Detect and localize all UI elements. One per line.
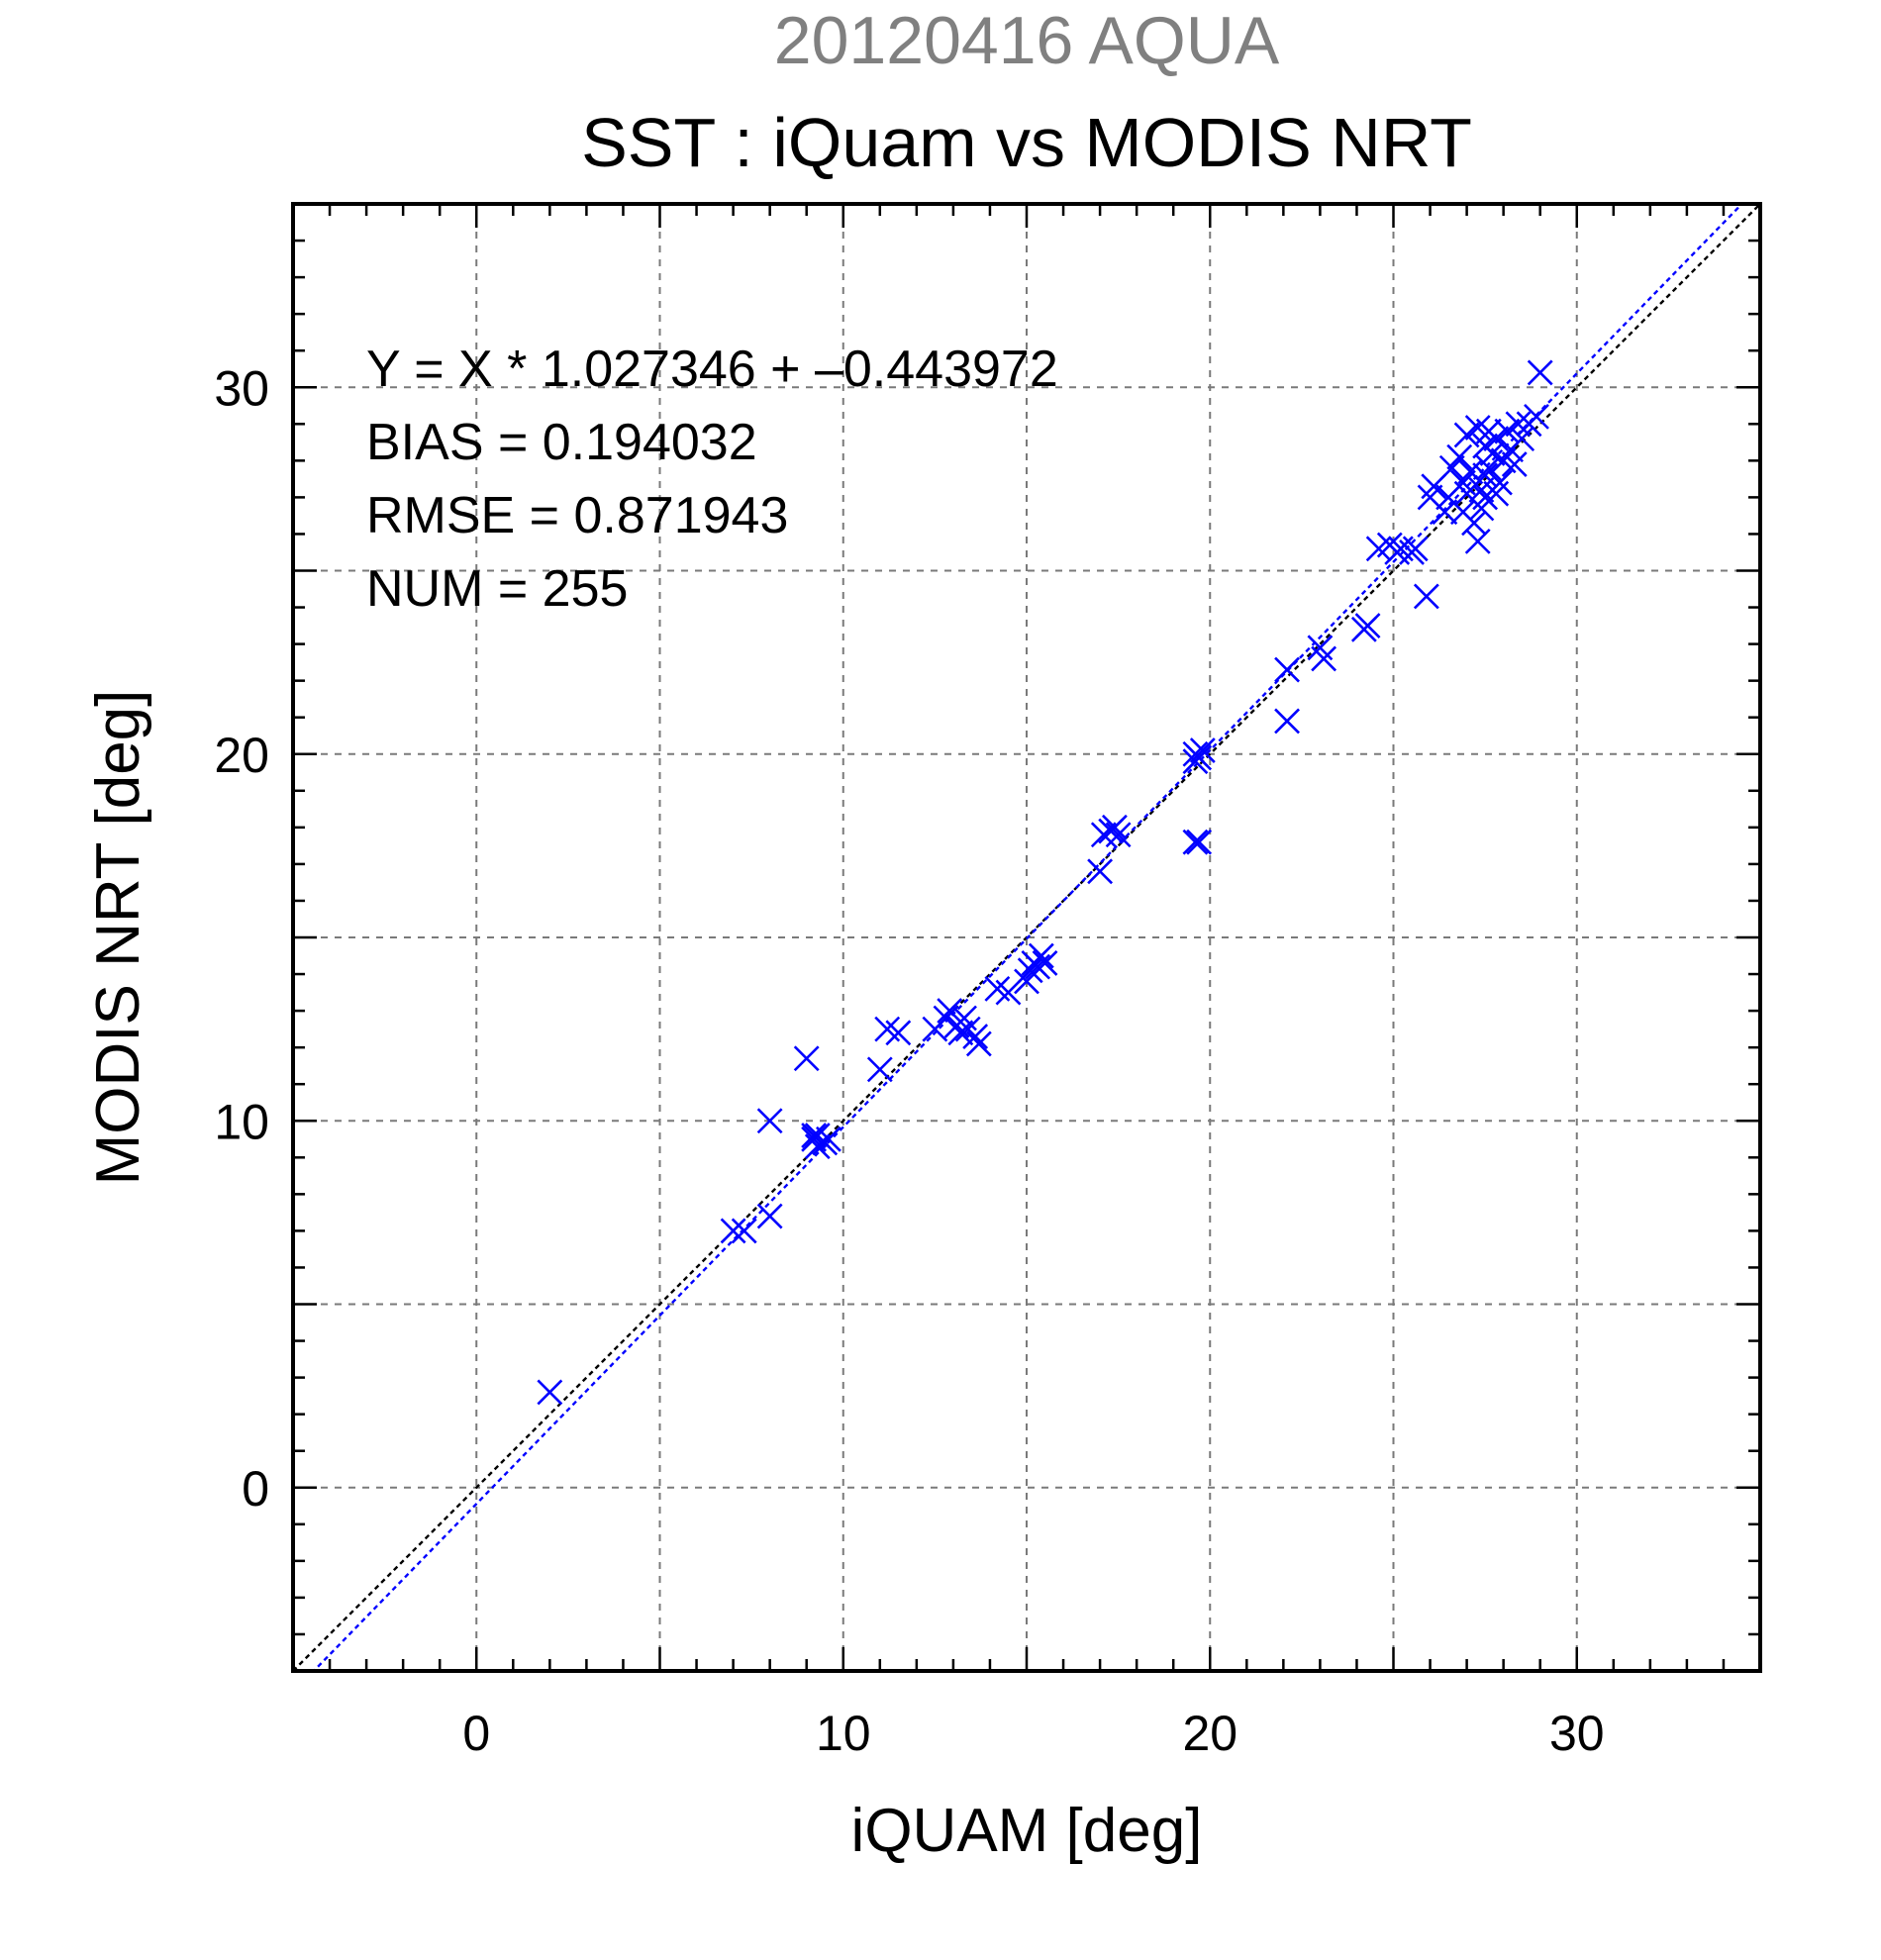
x-axis-label: iQUAM [deg]: [851, 1797, 1203, 1865]
grid: [293, 204, 1760, 1671]
data-point: [1449, 499, 1476, 526]
data-point: [1186, 829, 1213, 855]
regression-equation: Y = X * 1.027346 + –0.443972: [366, 341, 1058, 398]
data-point: [1472, 462, 1499, 489]
data-point: [995, 979, 1022, 1006]
data-point: [1189, 737, 1216, 763]
num-value: NUM = 255: [366, 560, 628, 618]
data-point: [1483, 480, 1510, 507]
data-point: [1524, 403, 1549, 430]
data-point: [1446, 443, 1473, 470]
data-point: [720, 1218, 746, 1244]
data-point: [756, 1203, 783, 1229]
data-point: [1032, 950, 1058, 976]
y-axis-label: MODIS NRT [deg]: [84, 690, 152, 1186]
data-point: [1182, 748, 1209, 775]
data-point: [885, 1020, 912, 1046]
y-tick-label: 30: [214, 360, 269, 416]
data-point: [1453, 422, 1480, 448]
data-point: [1402, 536, 1429, 562]
data-point: [1087, 858, 1114, 885]
data-point: [1274, 708, 1300, 735]
data-point: [1501, 451, 1528, 477]
data-point: [1464, 528, 1491, 554]
data-point: [1527, 359, 1553, 386]
chart-date-title: 20120416 AQUA: [774, 3, 1280, 78]
data-point: [1102, 814, 1128, 840]
data-point: [1311, 645, 1337, 672]
y-tick-label: 20: [214, 728, 269, 783]
data-point: [731, 1218, 757, 1244]
data-point: [965, 1030, 992, 1057]
data-point: [1509, 426, 1535, 452]
fit-lines: [293, 204, 1760, 1671]
data-point: [962, 1024, 989, 1049]
plot-frame: [291, 202, 1762, 1673]
data-points: [537, 359, 1553, 1406]
data-point: [537, 1379, 563, 1406]
x-tick-label: 10: [816, 1706, 871, 1761]
data-point: [1025, 953, 1051, 980]
x-tick-label: 0: [462, 1706, 490, 1761]
data-point: [1505, 411, 1532, 438]
data-point: [756, 1108, 783, 1134]
y-tick-label: 0: [242, 1461, 269, 1517]
y-tick-label: 10: [214, 1094, 269, 1149]
regression-line: [312, 204, 1744, 1671]
data-point: [1432, 499, 1458, 526]
statistics-box: Y = X * 1.027346 + –0.443972 BIAS = 0.19…: [366, 341, 1058, 618]
data-point: [793, 1045, 820, 1072]
data-point: [1017, 957, 1043, 984]
x-tick-label: 30: [1549, 1706, 1605, 1761]
rmse-value: RMSE = 0.871943: [366, 487, 788, 544]
tick-labels: 0 10 20 30 0 10 20 30: [214, 360, 1604, 1761]
data-point: [801, 1123, 828, 1148]
x-tick-label: 20: [1182, 1706, 1238, 1761]
data-point: [1413, 583, 1439, 610]
data-point: [1274, 656, 1300, 683]
data-point: [1468, 477, 1495, 503]
data-point: [947, 1020, 974, 1046]
data-point: [816, 1126, 842, 1152]
chart-title: SST : iQuam vs MODIS NRT: [581, 104, 1472, 181]
data-point: [866, 1056, 893, 1083]
bias-value: BIAS = 0.194032: [366, 414, 757, 471]
data-point: [1182, 829, 1209, 855]
data-point: [1475, 418, 1502, 444]
data-point: [1354, 613, 1381, 638]
data-point: [1475, 454, 1502, 481]
data-point: [1105, 822, 1132, 848]
